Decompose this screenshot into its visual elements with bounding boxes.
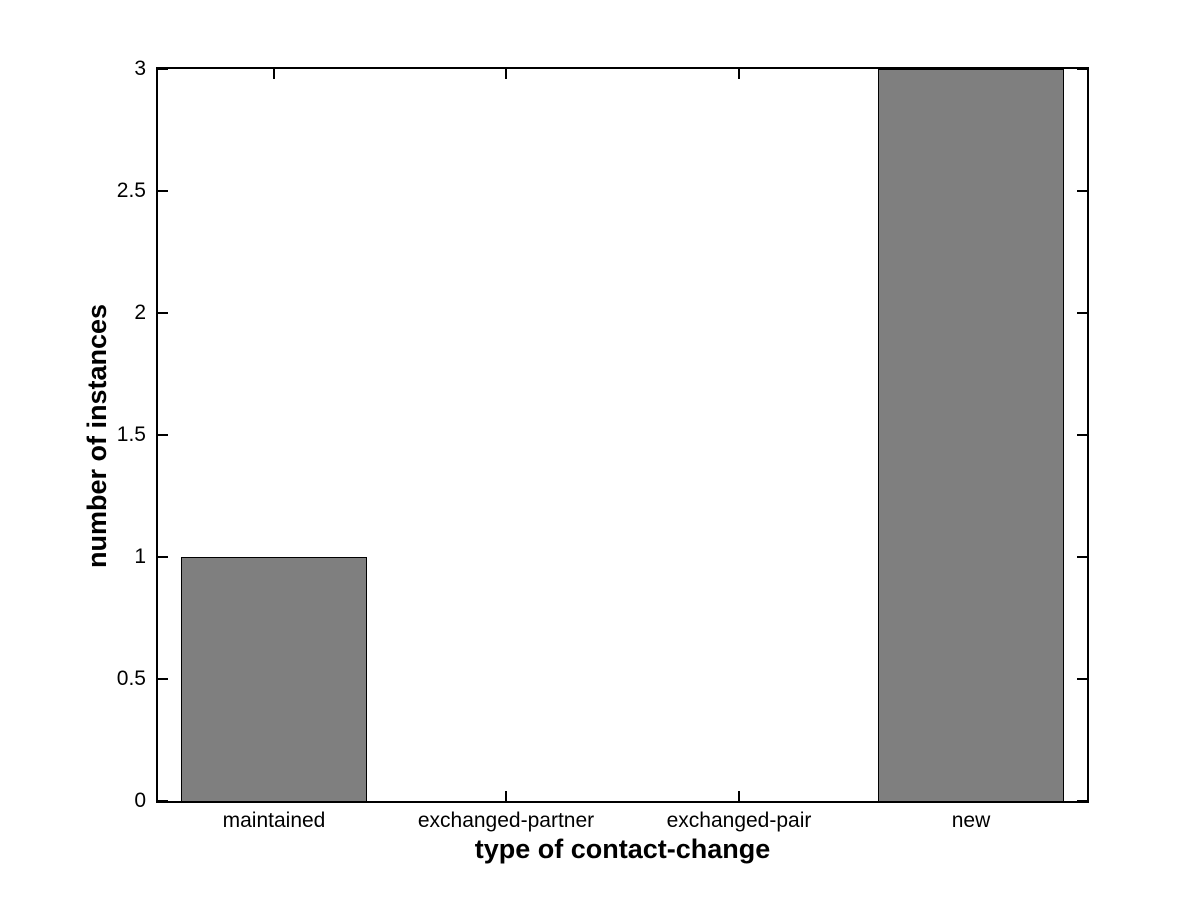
x-tick-top: [738, 69, 740, 79]
y-tick-right: [1077, 312, 1087, 314]
x-tick-top: [273, 69, 275, 79]
y-tick-label: 3: [134, 57, 146, 80]
x-tick-top: [505, 69, 507, 79]
y-tick-right: [1077, 678, 1087, 680]
y-tick-left: [158, 190, 168, 192]
y-tick-right: [1077, 556, 1087, 558]
y-tick-right: [1077, 434, 1087, 436]
y-tick-right: [1077, 68, 1087, 70]
y-tick-right: [1077, 190, 1087, 192]
plot-area: [156, 67, 1089, 803]
y-tick-label: 2.5: [116, 179, 146, 202]
x-tick-bottom: [738, 791, 740, 801]
y-tick-left: [158, 434, 168, 436]
y-tick-left: [158, 312, 168, 314]
y-tick-label: 1: [134, 545, 146, 568]
y-tick-left: [158, 68, 168, 70]
y-tick-left: [158, 678, 168, 680]
y-tick-right: [1077, 800, 1087, 802]
x-tick-label-maintained: maintained: [222, 809, 326, 832]
y-tick-label: 0: [134, 789, 146, 812]
y-tick-left: [158, 556, 168, 558]
y-tick-label: 0.5: [116, 667, 146, 690]
x-tick-label-new: new: [951, 809, 991, 832]
bar-maintained: [181, 557, 367, 801]
bar-new: [878, 69, 1064, 801]
x-tick-label-exchanged-pair: exchanged-pair: [666, 809, 812, 832]
x-tick-bottom: [505, 791, 507, 801]
y-tick-label: 2: [134, 301, 146, 324]
y-tick-left: [158, 800, 168, 802]
x-tick-label-exchanged-partner: exchanged-partner: [417, 809, 595, 832]
y-tick-label: 1.5: [116, 423, 146, 446]
x-axis-title: type of contact-change: [474, 834, 771, 864]
